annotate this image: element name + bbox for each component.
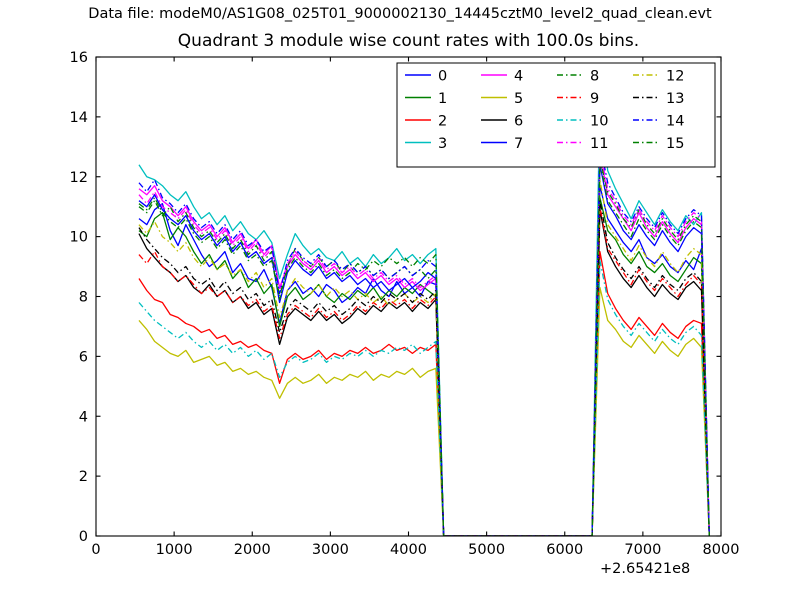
x-tick-label: 2000	[234, 542, 271, 558]
legend-label-11: 11	[590, 136, 608, 152]
legend-label-10: 10	[590, 114, 608, 130]
data-series-line-4	[138, 152, 710, 536]
chart-title: Quadrant 3 module wise count rates with …	[177, 31, 640, 51]
legend-label-3: 3	[438, 136, 447, 152]
data-series-line-15	[138, 161, 710, 536]
y-tick-label: 12	[70, 170, 88, 186]
y-tick-label: 10	[70, 230, 88, 246]
y-tick-label: 8	[79, 290, 88, 306]
x-tick-label: 7000	[624, 542, 661, 558]
y-tick-label: 2	[79, 469, 88, 485]
legend-label-8: 8	[590, 69, 599, 85]
legend-label-14: 14	[666, 114, 684, 130]
legend-label-4: 4	[514, 69, 523, 85]
axis-ticks: 0 1000 2000 3000 4000 5000 6000 7000 80000246810…	[70, 50, 740, 558]
legend-label-12: 12	[666, 69, 684, 85]
x-tick-label: 8000	[703, 542, 740, 558]
data-series-line-5	[138, 286, 710, 536]
data-series-line-12	[138, 179, 710, 536]
legend-label-1: 1	[438, 91, 447, 107]
data-series-line-10	[138, 259, 710, 536]
legend-label-9: 9	[590, 91, 599, 107]
data-file-label: Data file: modeM0/AS1G08_025T01_90000021…	[88, 6, 712, 22]
data-series-line-8	[138, 158, 710, 536]
y-tick-label: 4	[79, 409, 88, 425]
x-tick-label: 1000	[156, 542, 193, 558]
data-lines-group	[138, 92, 710, 536]
data-series-line-3	[138, 92, 710, 536]
x-axis-offset-text: +2.65421e8	[600, 561, 691, 577]
legend-label-2: 2	[438, 114, 447, 130]
data-series-line-14	[138, 143, 710, 536]
legend-label-5: 5	[514, 91, 523, 107]
x-tick-label: 0	[91, 542, 100, 558]
legend-label-6: 6	[514, 114, 523, 130]
legend-label-15: 15	[666, 136, 684, 152]
data-series-line-6	[138, 209, 710, 536]
data-series-line-7	[138, 164, 710, 536]
y-tick-label: 16	[70, 50, 88, 66]
legend-label-13: 13	[666, 91, 684, 107]
x-tick-label: 6000	[546, 542, 583, 558]
data-series-line-11	[138, 149, 710, 536]
x-tick-label: 5000	[468, 542, 505, 558]
x-tick-label: 3000	[312, 542, 349, 558]
y-tick-label: 14	[70, 110, 88, 126]
y-tick-label: 6	[79, 349, 88, 365]
data-series-line-2	[138, 250, 710, 536]
x-tick-label: 4000	[390, 542, 427, 558]
data-series-line-9	[138, 206, 710, 536]
data-series-line-0	[138, 185, 710, 536]
y-tick-label: 0	[79, 529, 88, 545]
legend-label-7: 7	[514, 136, 523, 152]
legend-box	[396, 62, 716, 168]
legend-label-0: 0	[438, 69, 447, 85]
